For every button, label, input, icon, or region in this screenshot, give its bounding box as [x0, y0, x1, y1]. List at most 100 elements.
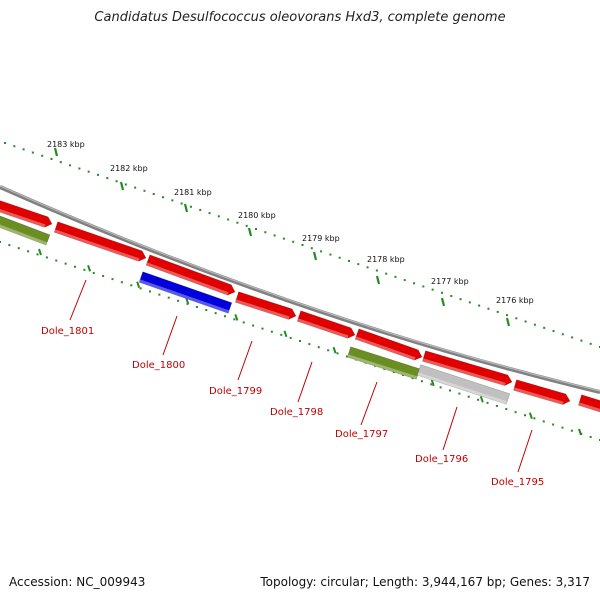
scale-dot: [440, 291, 443, 294]
scale-dot: [345, 355, 348, 358]
gene-body: [577, 394, 600, 414]
scale-dot: [422, 285, 425, 288]
gene-name: Dole_1796: [415, 454, 468, 465]
scale-dot: [403, 279, 406, 282]
accession-text: Accession: NC_009943: [9, 575, 146, 589]
scale-dot: [552, 423, 555, 426]
outer-scale-track: 2183 kbp 2182 kbp 2181 kbp 2180 kbp 2179 kbp…: [4, 140, 600, 348]
scale-dot: [533, 417, 536, 420]
scale-tick: [283, 330, 288, 338]
scale-dot: [171, 199, 174, 202]
gene-shade: [146, 262, 229, 296]
scale-dot: [571, 336, 574, 339]
gene-block-partial[interactable]: [577, 394, 600, 415]
scale-tick: [234, 314, 239, 321]
scale-dot: [189, 205, 192, 208]
scale-tick: [185, 297, 190, 305]
gene-label-dole-1795[interactable]: Dole_1795: [491, 429, 544, 488]
gene-shade: [54, 229, 140, 262]
gene-block-dole-1799[interactable]: [145, 254, 237, 297]
gene-block-dole-1796[interactable]: [416, 364, 511, 405]
scale-dot: [17, 247, 20, 250]
scale-dot: [106, 177, 109, 180]
gene-label-dole-1798[interactable]: Dole_1798: [270, 361, 323, 418]
gene-body: [138, 271, 233, 314]
scale-dot: [255, 228, 258, 231]
scale-dot: [92, 271, 95, 274]
gene-shade: [235, 299, 290, 320]
gene-labels: Dole_1801 Dole_1800 Dole_1799 Dole_1798 Dole…: [41, 279, 544, 488]
gene-block-dole-1795[interactable]: [513, 379, 571, 407]
gene-shade: [0, 220, 48, 246]
gene-block[interactable]: [422, 350, 513, 388]
scale-dot: [467, 395, 470, 398]
gene-shade: [513, 387, 564, 405]
scale-tick-label: 2177 kbp: [431, 277, 469, 286]
scale-tick-label: 2182 kbp: [110, 164, 148, 173]
scale-dot: [8, 244, 11, 247]
gene-label-dole-1797[interactable]: Dole_1797: [335, 381, 388, 440]
scale-dot: [366, 266, 369, 269]
scale-dot: [59, 161, 62, 164]
gene-body: [346, 346, 421, 380]
gene-label-dole-1800[interactable]: Dole_1800: [132, 315, 185, 371]
genome-summary-text: Topology: circular; Length: 3,944,167 bp…: [260, 575, 590, 589]
gene-body: [53, 221, 147, 262]
gene-block-dole-1797[interactable]: [346, 346, 421, 380]
scale-dot: [227, 218, 230, 221]
scale-dot: [375, 269, 378, 272]
gene-name: Dole_1795: [491, 477, 544, 488]
scale-dot: [270, 330, 273, 333]
backbone-highlight: [0, 185, 600, 392]
scale-dot: [245, 224, 248, 227]
scale-dot: [458, 392, 461, 395]
gene-label-dole-1796[interactable]: Dole_1796: [415, 406, 468, 465]
gene-block[interactable]: [354, 328, 424, 362]
gene-block-partial[interactable]: [0, 197, 54, 229]
scale-dot: [149, 290, 151, 293]
scale-dot: [478, 304, 481, 307]
scale-dot: [570, 429, 573, 432]
scale-dot: [394, 275, 397, 278]
leader-line: [162, 315, 178, 356]
scale-dot: [41, 154, 44, 157]
leader-line: [360, 381, 378, 426]
gene-label-dole-1799[interactable]: Dole_1799: [209, 340, 262, 397]
gene-label-dole-1801[interactable]: Dole_1801: [41, 279, 94, 337]
gene-name: Dole_1799: [209, 386, 262, 397]
scale-dot: [139, 287, 142, 290]
scale-dot: [167, 296, 170, 299]
leader-line: [297, 361, 313, 403]
gene-block[interactable]: [296, 310, 357, 340]
scale-dot: [542, 420, 545, 423]
scale-dot: [449, 389, 451, 392]
gene-block-partial[interactable]: [0, 212, 51, 246]
scale-dot: [320, 250, 323, 253]
gene-block-dole-1798[interactable]: [234, 291, 297, 321]
scale-dot: [252, 324, 255, 327]
scale-dot: [162, 196, 165, 199]
scale-dot: [50, 157, 53, 160]
scale-dot: [74, 265, 76, 268]
gene-block-dole-1801[interactable]: [53, 221, 148, 263]
scale-dot: [308, 343, 311, 346]
gene-name: Dole_1797: [335, 429, 388, 440]
scale-dot: [357, 263, 360, 266]
gene-shade: [417, 372, 508, 405]
scale-tick: [528, 412, 533, 419]
scale-tick-label: 2183 kbp: [47, 140, 85, 149]
page-title: Candidatus Desulfococcus oleovorans Hxd3…: [94, 10, 506, 25]
scale-tick: [119, 181, 125, 191]
scale-dot: [411, 377, 414, 380]
scale-dot: [64, 262, 67, 265]
scale-dot: [115, 180, 118, 183]
scale-dot: [205, 309, 208, 312]
scale-tick: [247, 227, 253, 237]
gene-shade: [355, 336, 416, 361]
scale-dot: [385, 272, 388, 275]
scale-dot: [233, 318, 236, 321]
gene-block-dole-1800[interactable]: [138, 271, 233, 314]
leader-line: [69, 279, 87, 321]
scale-dot: [468, 301, 471, 304]
scale-dot: [208, 212, 211, 215]
